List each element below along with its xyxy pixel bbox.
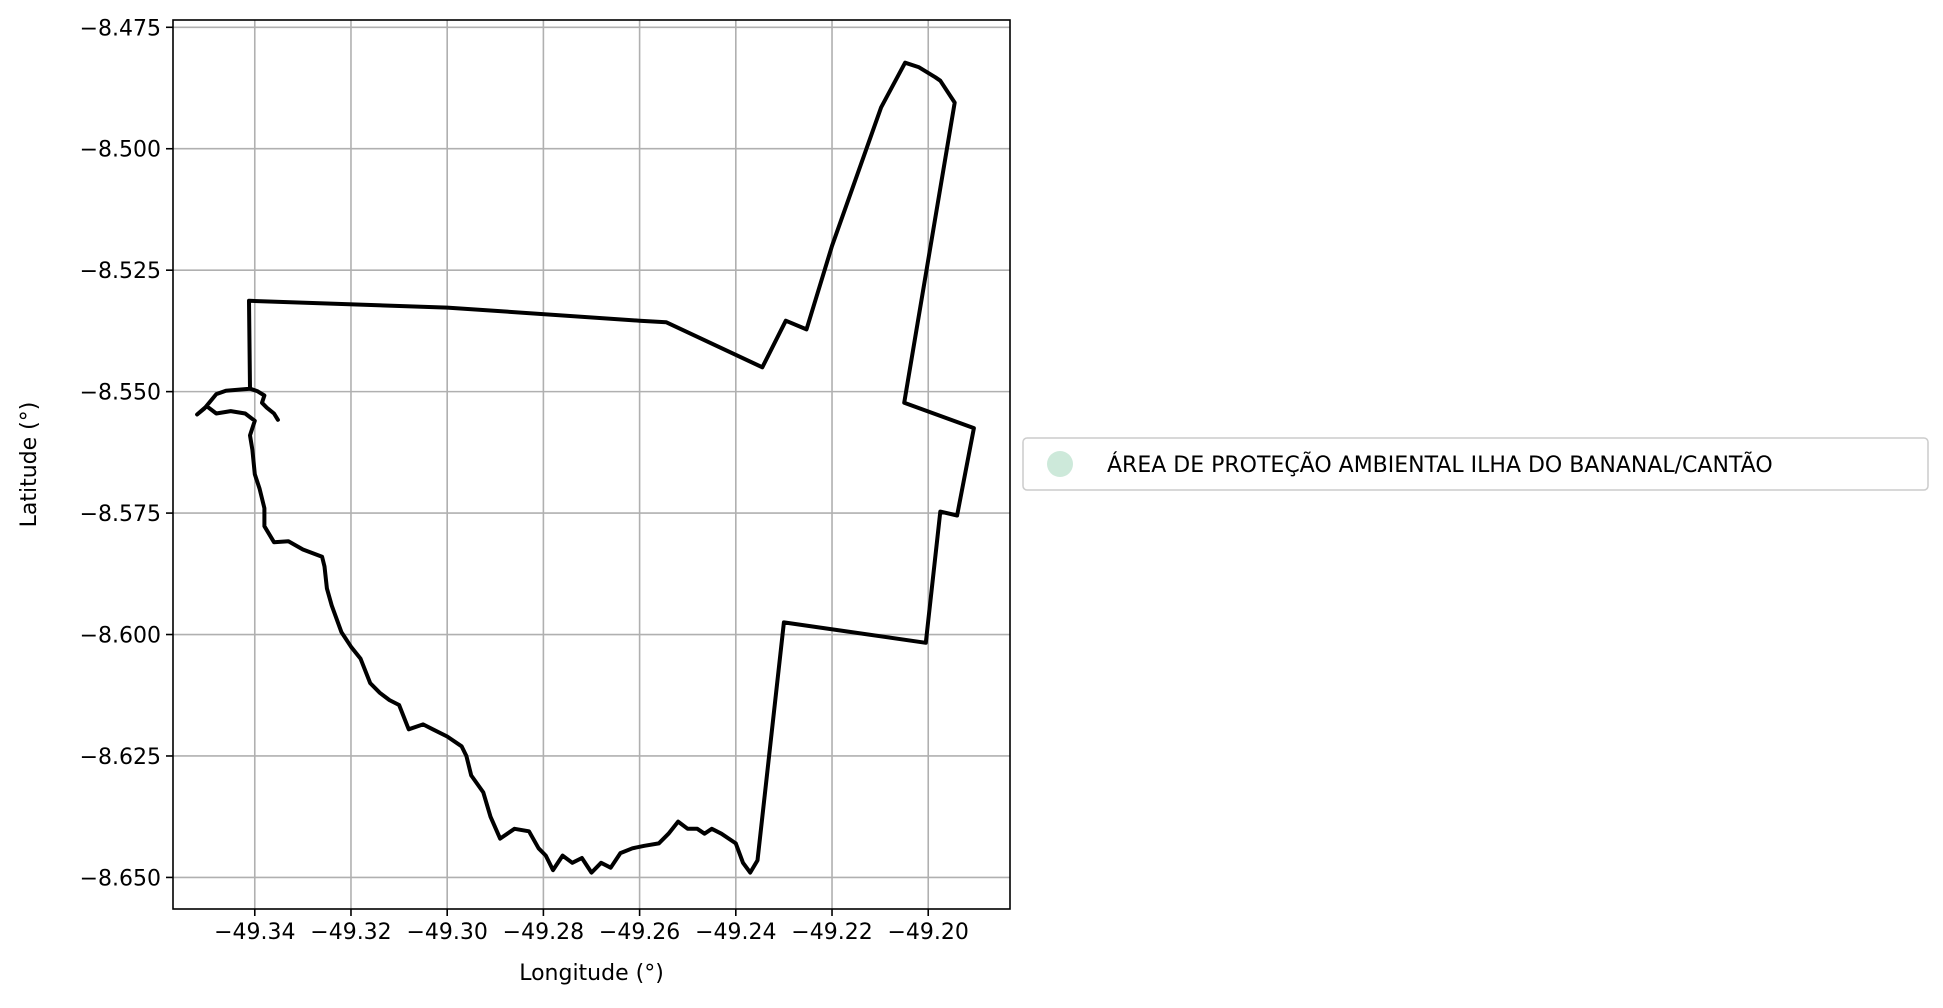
y-tick-label: −8.650	[80, 866, 161, 891]
x-axis-title: Longitude (°)	[519, 961, 664, 986]
x-tick-label: −49.32	[310, 920, 391, 945]
y-tick-label: −8.475	[80, 16, 161, 41]
x-tick-label: −49.26	[599, 920, 680, 945]
y-tick-label: −8.550	[80, 381, 161, 406]
y-tick-label: −8.625	[80, 745, 161, 770]
axis-ticks: −49.34 −49.32 −49.30 −49.28 −49.26 −49.24 −49.…	[80, 16, 969, 945]
x-tick-label: −49.30	[406, 920, 487, 945]
boundary-outline	[195, 60, 976, 875]
y-axis-title: Latitude (°)	[17, 402, 42, 528]
x-tick-label: −49.28	[503, 920, 584, 945]
y-tick-label: −8.500	[80, 138, 161, 163]
x-tick-label: −49.20	[888, 920, 969, 945]
y-tick-label: −8.600	[80, 624, 161, 649]
x-tick-label: −49.24	[695, 920, 776, 945]
boundary-layer	[195, 60, 976, 875]
legend-label: ÁREA DE PROTEÇÃO AMBIENTAL ILHA DO BANAN…	[1107, 451, 1773, 478]
x-tick-label: −49.34	[214, 920, 295, 945]
y-tick-label: −8.575	[80, 502, 161, 527]
legend-box	[1022, 437, 1929, 491]
legend: ÁREA DE PROTEÇÃO AMBIENTAL ILHA DO BANAN…	[1022, 437, 1929, 491]
legend-marker	[1047, 451, 1073, 477]
plot-frame	[172, 19, 1011, 910]
y-tick-label: −8.525	[80, 259, 161, 284]
x-tick-label: −49.22	[791, 920, 872, 945]
